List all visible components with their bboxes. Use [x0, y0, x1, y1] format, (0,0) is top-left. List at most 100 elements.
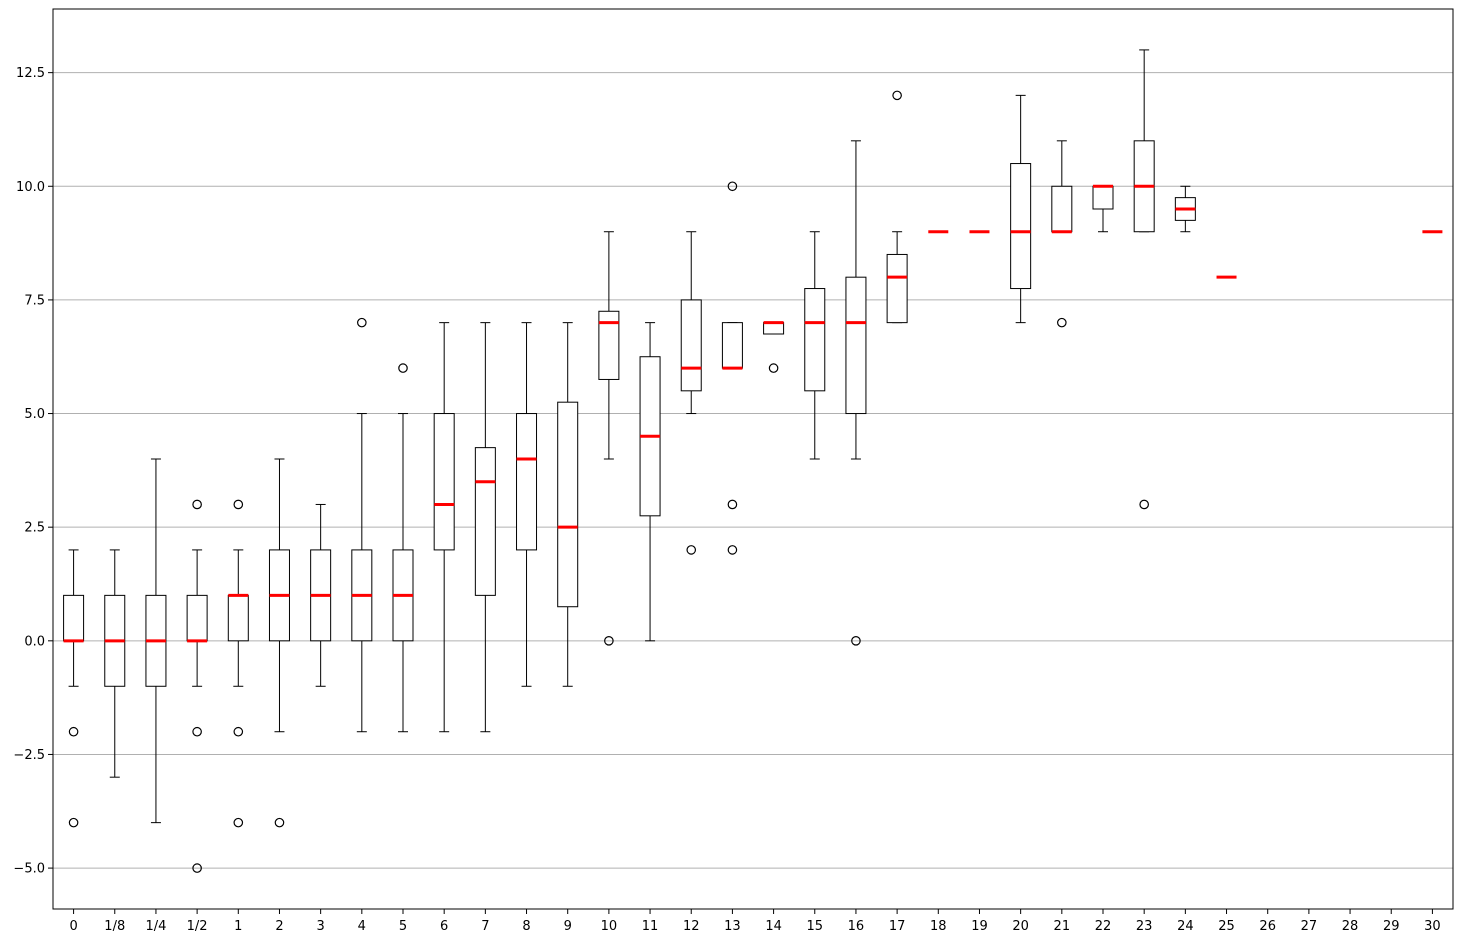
y-tick-label: 10.0 — [16, 180, 45, 195]
x-tick-label: 18 — [930, 919, 947, 934]
x-tick-label: 14 — [765, 919, 782, 934]
x-tick-label: 13 — [724, 919, 741, 934]
iqr-box — [721, 322, 743, 369]
x-tick-label: 28 — [1342, 919, 1359, 934]
outlier-point — [604, 636, 614, 646]
outlier-point — [233, 726, 244, 737]
iqr-box — [886, 253, 908, 324]
outlier-point — [192, 863, 202, 873]
outlier-point — [892, 90, 902, 101]
y-tick-label: −5.0 — [13, 862, 45, 877]
box-10 — [598, 231, 620, 646]
outlier-point — [727, 545, 738, 555]
x-tick-label: 10 — [601, 919, 618, 934]
box-series — [63, 49, 1443, 873]
x-tick-label: 1 — [234, 919, 242, 934]
x-tick-label: 1/2 — [187, 919, 208, 934]
box-21 — [1051, 140, 1073, 328]
box-6 — [433, 322, 455, 733]
box-0 — [63, 549, 85, 828]
x-tick-label: 19 — [971, 919, 988, 934]
y-tick-label: 7.5 — [24, 293, 45, 308]
outlier-point — [357, 317, 367, 328]
outlier-point — [398, 363, 408, 373]
x-tick-label: 4 — [358, 919, 366, 934]
box-13 — [721, 181, 743, 555]
iqr-box — [433, 413, 455, 551]
outlier-point — [274, 817, 285, 828]
outlier-point — [68, 726, 79, 737]
iqr-box — [763, 322, 785, 335]
box-24 — [1174, 185, 1196, 233]
y-tick-label: 2.5 — [24, 521, 45, 536]
x-tick-label: 27 — [1301, 919, 1318, 934]
x-tick-label: 7 — [481, 919, 489, 934]
x-tick-label: 22 — [1095, 919, 1112, 934]
y-tick-label: 5.0 — [24, 407, 45, 422]
x-tick-label: 8 — [522, 919, 530, 934]
x-tick-label: 26 — [1259, 919, 1276, 934]
x-tick-label: 16 — [848, 919, 865, 934]
outlier-point — [727, 181, 738, 192]
outlier-point — [68, 817, 79, 828]
x-tick-label: 0 — [69, 919, 77, 934]
x-tick-label: 12 — [683, 919, 700, 934]
x-tick-label: 20 — [1012, 919, 1029, 934]
iqr-box — [804, 288, 826, 392]
outlier-point — [686, 545, 697, 555]
x-tick-label: 21 — [1054, 919, 1071, 934]
y-tick-label: 12.5 — [16, 66, 45, 81]
x-tick-label: 11 — [642, 919, 659, 934]
plot-frame — [52, 8, 1454, 910]
outlier-point — [851, 636, 861, 646]
outlier-point — [768, 363, 779, 373]
axes: −5.0−2.50.02.55.07.510.012.50 1/8 1/4 1/2 1 2… — [13, 8, 1454, 934]
box-15 — [804, 231, 826, 460]
x-tick-label: 29 — [1383, 919, 1400, 934]
y-tick-label: 0.0 — [24, 634, 45, 649]
x-tick-label: 9 — [564, 919, 572, 934]
iqr-box — [1092, 185, 1114, 210]
x-tick-label: 17 — [889, 919, 906, 934]
box-1-8 — [104, 549, 126, 778]
gridlines — [53, 72, 1453, 869]
outlier-point — [192, 726, 202, 737]
x-tick-label: 30 — [1424, 919, 1441, 934]
x-tick-label: 2 — [275, 919, 283, 934]
outlier-point — [1139, 499, 1149, 510]
outlier-point — [192, 499, 202, 510]
x-tick-label: 6 — [440, 919, 448, 934]
box-23 — [1133, 49, 1155, 510]
iqr-box — [557, 401, 579, 608]
x-tick-label: 23 — [1136, 919, 1153, 934]
box-12 — [680, 231, 702, 555]
iqr-box — [516, 413, 538, 551]
outlier-point — [727, 499, 738, 510]
box-1-4 — [145, 458, 167, 824]
box-22 — [1092, 184, 1114, 233]
iqr-box — [227, 594, 249, 642]
box-2 — [268, 458, 290, 828]
box-3 — [310, 503, 332, 687]
outlier-point — [233, 817, 244, 828]
box-20 — [1010, 94, 1032, 324]
box-14 — [763, 321, 785, 373]
x-tick-label: 24 — [1177, 919, 1194, 934]
box-16 — [845, 140, 867, 646]
iqr-box — [598, 310, 620, 380]
iqr-box — [1051, 185, 1073, 233]
box-4 — [351, 317, 373, 733]
iqr-box — [474, 447, 496, 596]
box-5 — [392, 363, 414, 733]
iqr-box — [63, 594, 85, 642]
box-9 — [557, 322, 579, 687]
box-11 — [639, 322, 661, 642]
box-8 — [516, 322, 538, 687]
outlier-point — [233, 499, 244, 510]
x-tick-label: 3 — [317, 919, 325, 934]
box-1 — [227, 499, 249, 828]
box-7 — [474, 322, 496, 733]
x-tick-label: 25 — [1218, 919, 1235, 934]
x-tick-label: 1/8 — [104, 919, 125, 934]
